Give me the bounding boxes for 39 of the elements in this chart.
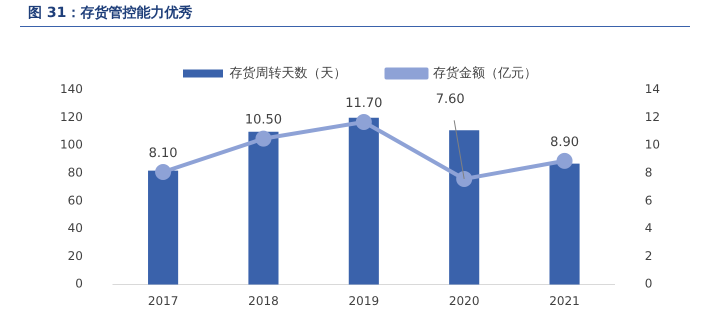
y2-tick-label: 2 — [644, 248, 652, 263]
legend-label: 存货周转天数（天） — [230, 66, 346, 81]
y2-tick-label: 14 — [644, 82, 660, 96]
bar — [248, 132, 279, 285]
legend-label: 存货金额（亿元） — [433, 66, 537, 81]
y-tick-label: 140 — [60, 82, 83, 96]
x-tick-label: 2020 — [448, 294, 480, 308]
y-tick-label: 60 — [68, 193, 83, 208]
y2-tick-label: 12 — [644, 110, 660, 124]
bar — [449, 130, 480, 285]
data-label: 10.50 — [244, 112, 282, 128]
y2-tick-label: 4 — [644, 221, 652, 236]
point — [255, 130, 272, 147]
data-label: 8.10 — [148, 146, 178, 161]
y2-tick-label: 10 — [644, 138, 660, 152]
data-label: 11.70 — [345, 96, 382, 111]
y-tick-label: 80 — [68, 166, 83, 180]
data-label: 8.90 — [550, 134, 580, 150]
x-tick-label: 2019 — [348, 294, 380, 308]
point — [556, 152, 573, 169]
point — [356, 114, 372, 130]
y-tick-label: 0 — [75, 276, 83, 291]
x-tick-label: 2021 — [549, 294, 580, 308]
point — [155, 164, 172, 180]
y-tick-label: 40 — [68, 221, 83, 236]
y-tick-label: 100 — [60, 138, 83, 152]
x-tick-label: 2017 — [148, 294, 178, 308]
x-tick-label: 2018 — [248, 294, 279, 308]
bar — [549, 164, 580, 285]
point — [456, 170, 472, 187]
y2-tick-label: 0 — [644, 276, 652, 291]
chart-title: 图 31：存货管控能力优秀 — [20, 4, 690, 27]
y2-tick-label: 8 — [644, 166, 652, 180]
y-tick-label: 120 — [60, 110, 83, 124]
bar — [348, 118, 379, 285]
data-label: 7.60 — [436, 92, 465, 108]
y-tick-label: 20 — [68, 248, 83, 263]
bar — [148, 170, 178, 285]
y2-tick-label: 6 — [644, 193, 652, 208]
